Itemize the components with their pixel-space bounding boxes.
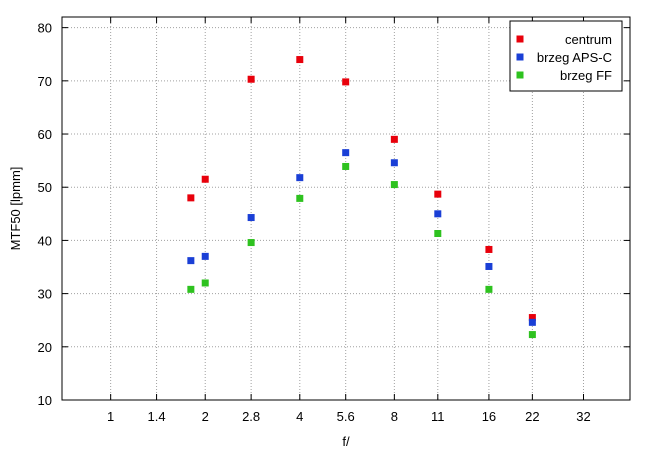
data-point-brzeg-aps-c <box>434 210 442 218</box>
data-point-brzeg-ff <box>187 285 195 293</box>
data-point-brzeg-ff <box>247 239 255 247</box>
data-point-brzeg-aps-c <box>296 174 304 182</box>
data-point-brzeg-aps-c <box>201 252 209 260</box>
x-tick-label: 32 <box>576 409 590 424</box>
axis-ticks: 1 1.4 2 2.8 4 5.6 8 11 16 22 32 10 20 30 40 50 60 70 80 <box>38 17 630 424</box>
x-tick-label: 5.6 <box>337 409 355 424</box>
y-tick-label: 60 <box>38 127 52 142</box>
data-point-brzeg-aps-c <box>528 318 536 326</box>
data-point-centrum <box>187 194 195 202</box>
data-point-centrum <box>342 78 350 86</box>
data-point-centrum <box>485 245 493 253</box>
legend-label: brzeg APS-C <box>537 50 612 65</box>
x-tick-label: 8 <box>391 409 398 424</box>
y-axis-title: MTF50 [lpmm] <box>8 167 23 251</box>
data-point-centrum <box>201 175 209 183</box>
x-tick-label: 11 <box>431 409 445 424</box>
y-tick-label: 30 <box>38 287 52 302</box>
data-point-brzeg-ff <box>296 194 304 202</box>
legend-label: centrum <box>565 32 612 47</box>
data-point-brzeg-aps-c <box>485 262 493 270</box>
x-tick-label: 16 <box>482 409 496 424</box>
data-point-brzeg-ff <box>434 230 442 238</box>
data-point-brzeg-ff <box>342 162 350 170</box>
data-point-brzeg-ff <box>201 279 209 287</box>
x-tick-label: 1 <box>107 409 114 424</box>
data-point-brzeg-aps-c <box>342 149 350 157</box>
y-tick-label: 50 <box>38 180 52 195</box>
x-tick-label: 2 <box>202 409 209 424</box>
legend-marker <box>516 71 524 79</box>
data-point-centrum <box>390 135 398 143</box>
legend-box <box>509 20 623 92</box>
data-point-brzeg-ff <box>390 181 398 189</box>
x-axis-title: f/ <box>342 434 350 449</box>
x-tick-label: 22 <box>525 409 539 424</box>
data-points <box>187 56 536 339</box>
data-point-centrum <box>247 75 255 83</box>
y-tick-label: 10 <box>38 393 52 408</box>
legend-marker <box>516 53 524 61</box>
data-point-brzeg-aps-c <box>187 257 195 265</box>
y-tick-label: 70 <box>38 74 52 89</box>
data-point-centrum <box>528 314 536 322</box>
x-tick-label: 2.8 <box>242 409 260 424</box>
x-tick-label: 1.4 <box>148 409 166 424</box>
legend: centrum brzeg APS-C brzeg FF <box>509 20 623 92</box>
data-point-brzeg-aps-c <box>247 214 255 222</box>
data-point-brzeg-ff <box>485 285 493 293</box>
data-point-brzeg-ff <box>528 331 536 339</box>
y-tick-label: 80 <box>38 21 52 36</box>
x-tick-label: 4 <box>296 409 303 424</box>
legend-marker <box>516 35 524 43</box>
legend-label: brzeg FF <box>560 68 612 83</box>
y-tick-label: 20 <box>38 340 52 355</box>
y-tick-label: 40 <box>38 233 52 248</box>
data-point-centrum <box>296 56 304 64</box>
data-point-brzeg-aps-c <box>390 159 398 167</box>
data-point-centrum <box>434 190 442 198</box>
